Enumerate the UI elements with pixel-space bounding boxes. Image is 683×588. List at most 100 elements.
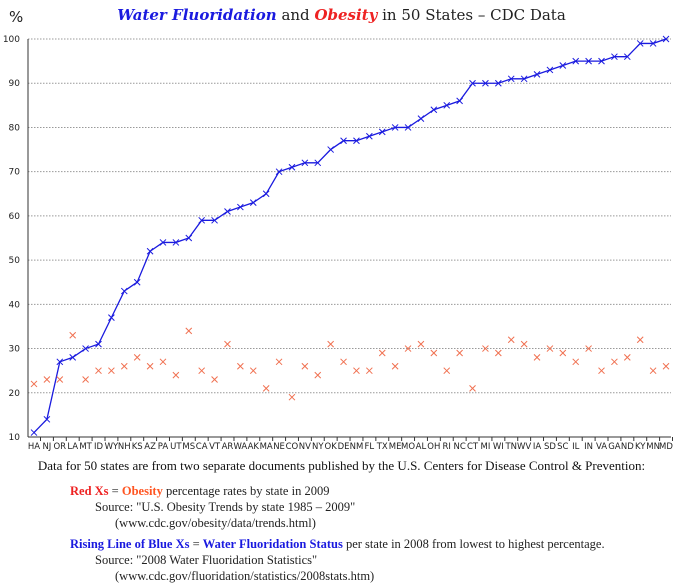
water-fluoridation-point (262, 190, 270, 198)
y-tick-label: 100 (3, 35, 20, 45)
obesity-point (133, 354, 141, 361)
obesity-eq: = (108, 484, 122, 498)
x-tick-label: OH (427, 442, 440, 452)
obesity-point (82, 376, 89, 383)
obesity-point (224, 340, 231, 348)
obesity-source: Source: "U.S. Obesity Trends by state 19… (95, 500, 356, 514)
obesity-point (172, 371, 180, 379)
water-fluoridation-point (585, 57, 592, 65)
obesity-key: Red Xs (70, 484, 109, 498)
obesity-point (520, 340, 528, 348)
x-tick-label: MT (79, 442, 92, 452)
obesity-point (288, 393, 296, 401)
x-tick-label: NH (118, 442, 131, 452)
obesity-point (430, 349, 438, 357)
water-fluoridation-point (43, 415, 51, 423)
obesity-point (443, 367, 451, 375)
x-tick-label: SC (557, 442, 568, 452)
x-tick-label: OR (53, 442, 66, 452)
water-fluoridation-point (288, 163, 296, 171)
obesity-point (314, 371, 322, 379)
water-fluoridation-point (185, 234, 193, 242)
obesity-point (507, 336, 515, 344)
y-tick-label: 40 (9, 300, 21, 310)
water-fluoridation-point (211, 216, 218, 224)
water-fluoridation-point (520, 75, 528, 83)
x-tick-label: MI (481, 442, 491, 452)
water-fluoridation-point (430, 106, 438, 114)
water-fluoridation-point (237, 203, 244, 211)
y-tick-label: 70 (9, 168, 21, 178)
fluoride-url: (www.cdc.gov/fluoridation/statistics/200… (115, 569, 375, 583)
fluoride-eq: = (189, 537, 203, 551)
water-fluoridation-point (378, 128, 386, 136)
obesity-point (353, 367, 360, 375)
water-fluoridation-point (30, 429, 38, 436)
obesity-point (262, 385, 270, 392)
obesity-point (69, 331, 77, 339)
y-axis-label: % (9, 8, 24, 26)
x-tick-label: NE (273, 442, 285, 452)
x-tick-label: VT (209, 442, 221, 452)
x-tick-label: CT (467, 442, 479, 452)
x-tick-label: IL (572, 442, 580, 452)
water-fluoridation-point (546, 66, 554, 74)
title-rest: in 50 States – CDC Data (382, 6, 566, 24)
water-fluoridation-point (469, 79, 476, 87)
x-tick-label: FL (365, 442, 375, 452)
water-fluoridation-point (133, 278, 141, 286)
x-tick-label: WA (233, 442, 247, 452)
obesity-point (146, 362, 154, 370)
obesity-point (211, 376, 218, 383)
water-fluoridation-point (404, 124, 412, 131)
obesity-point (275, 358, 283, 366)
x-tick-label: MN (646, 442, 660, 452)
x-tick-label: AL (416, 442, 427, 452)
obesity-point (636, 336, 644, 344)
water-fluoridation-point (120, 287, 128, 295)
obesity-name: Obesity (121, 484, 163, 498)
water-fluoridation-point (301, 159, 309, 167)
obesity-point (120, 362, 128, 370)
x-tick-label: MD (659, 442, 673, 452)
obesity-point (546, 345, 554, 352)
water-fluoridation-point (69, 354, 77, 361)
chart-title: Water Fluoridation and Obesity in 50 Sta… (0, 6, 683, 24)
obesity-point (108, 367, 115, 375)
fluoride-legend: Rising Line of Blue Xs = Water Fluoridat… (70, 537, 605, 552)
water-fluoridation-point (572, 57, 580, 65)
water-fluoridation-point (662, 35, 670, 43)
x-tick-label: GA (608, 442, 621, 452)
x-tick-label: IN (584, 442, 593, 452)
water-fluoridation-point (172, 239, 180, 246)
obesity-point (327, 340, 335, 348)
obesity-point (585, 345, 592, 352)
x-tick-label: TX (376, 442, 388, 452)
obesity-point (469, 385, 476, 392)
water-fluoridation-line (33, 38, 667, 434)
x-tick-label: NM (350, 442, 364, 452)
water-fluoridation-point (482, 79, 489, 87)
y-tick-label: 20 (9, 389, 21, 399)
title-blue: Water Fluoridation (117, 6, 277, 24)
water-fluoridation-point (443, 101, 451, 109)
water-fluoridation-point (417, 115, 425, 122)
obesity-point (95, 367, 102, 375)
x-tick-label: CO (286, 442, 299, 452)
obesity-desc: percentage rates by state in 2009 (162, 484, 330, 498)
obesity-point (572, 358, 580, 366)
water-fluoridation-point (533, 71, 541, 78)
x-tick-label: VA (596, 442, 607, 452)
x-tick-label: AZ (144, 442, 156, 452)
fluoride-source: Source: "2008 Water Fluoridation Statist… (95, 553, 318, 567)
water-fluoridation-point (649, 40, 657, 47)
water-fluoridation-point (275, 168, 283, 176)
x-tick-label: OK (325, 442, 338, 452)
y-tick-label: 60 (9, 212, 21, 222)
water-fluoridation-point (353, 137, 360, 145)
title-red: Obesity (314, 6, 378, 24)
fluoride-desc: per state in 2008 from lowest to highest… (342, 537, 605, 551)
water-fluoridation-point (559, 62, 567, 69)
y-tick-label: 10 (9, 433, 21, 443)
